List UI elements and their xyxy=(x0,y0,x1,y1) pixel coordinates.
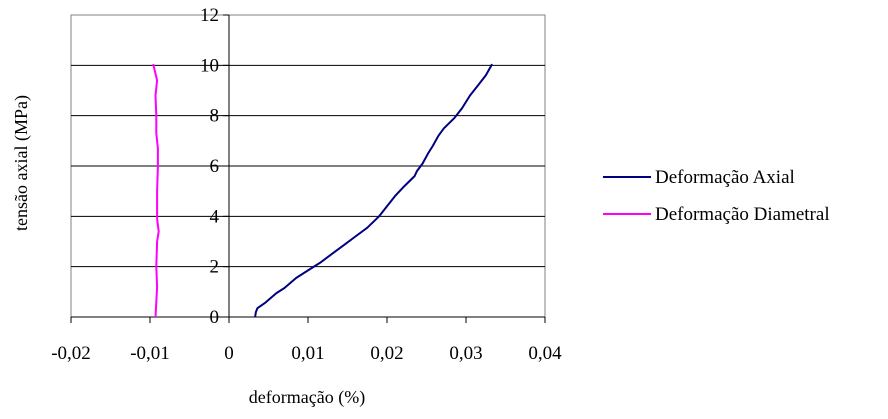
series-line-axial xyxy=(254,63,493,318)
axes xyxy=(70,14,546,323)
legend: Deformação Axial Deformação Diametral xyxy=(603,167,830,225)
x-tick-label: 0,02 xyxy=(370,343,403,364)
y-tick-label: 12 xyxy=(200,5,219,26)
gridlines xyxy=(70,14,546,318)
y-tick-label: 6 xyxy=(210,156,220,177)
y-tick-label: 8 xyxy=(210,106,220,127)
y-axis-title: tensão axial (MPa) xyxy=(11,95,32,231)
x-axis-title: deformação (%) xyxy=(249,387,365,408)
x-tick-label: 0,04 xyxy=(528,343,562,364)
series-line-diametral xyxy=(152,63,160,318)
x-tick-label: 0 xyxy=(224,343,234,364)
series-lines xyxy=(152,63,493,318)
x-tick-label: -0,02 xyxy=(51,343,91,364)
tick-labels: 0 2 4 6 8 10 12 -0,02 -0,01 0 0,01 0,02 0,03 0,04 xyxy=(51,5,562,364)
x-tick-label: -0,01 xyxy=(130,343,170,364)
y-tick-label: 2 xyxy=(210,257,220,278)
legend-label-axial: Deformação Axial xyxy=(655,167,795,188)
y-tick-label: 10 xyxy=(200,55,219,76)
x-tick-label: 0,03 xyxy=(449,343,482,364)
y-tick-label: 4 xyxy=(210,206,220,227)
legend-label-diametral: Deformação Diametral xyxy=(655,204,830,225)
y-tick-label: 0 xyxy=(210,307,220,328)
x-tick-label: 0,01 xyxy=(291,343,324,364)
